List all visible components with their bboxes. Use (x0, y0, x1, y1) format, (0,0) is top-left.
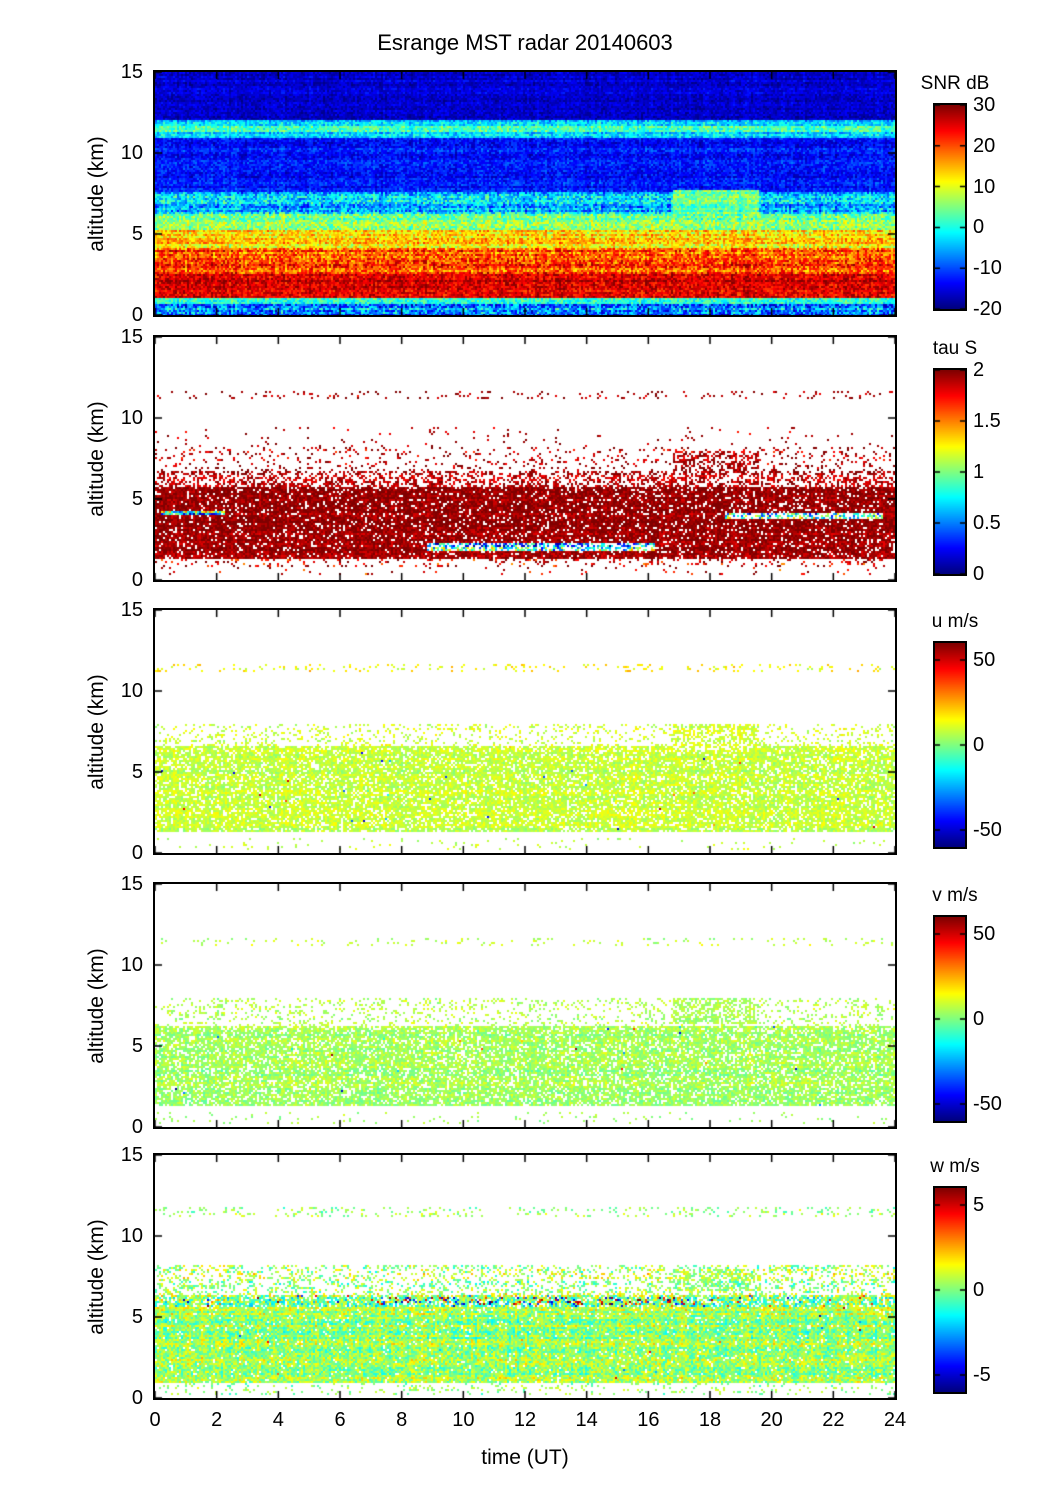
colorbar-gradient-snr (935, 105, 965, 309)
x-tick-label: 10 (452, 1409, 475, 1431)
colorbar-tick-label: -20 (973, 298, 1002, 320)
panel-v (153, 882, 897, 1129)
colorbar-w (933, 1186, 967, 1394)
colorbar-tick-label: 0 (973, 734, 985, 756)
colorbar-tick-label: 20 (973, 134, 996, 157)
colorbar-tick-label: 5 (973, 1194, 985, 1216)
panel-snr (153, 70, 897, 317)
colorbar-tick-label: 0 (973, 563, 985, 585)
y-tick-label: 15 (120, 599, 143, 621)
colorbar-title-tau: tau S (932, 338, 978, 359)
colorbar-title-u: u m/s (931, 611, 979, 632)
colorbar-v (933, 915, 967, 1123)
colorbar-title-w: w m/s (930, 1156, 980, 1177)
x-tick-label: 20 (760, 1409, 783, 1431)
x-tick-label: 2 (211, 1409, 223, 1431)
colorbar-tick-label: -50 (973, 1093, 1002, 1115)
colorbar-tick-label: 50 (973, 649, 996, 671)
y-tick-label: 15 (120, 873, 143, 895)
colorbar-tick-label: -10 (973, 257, 1002, 280)
colorbar-gradient-u (935, 643, 965, 847)
colorbar-tick-label: 2 (973, 359, 985, 381)
y-axis-label: altitude (km) (85, 400, 108, 517)
y-axis-label: altitude (km) (85, 673, 108, 790)
colorbar-snr (933, 103, 967, 311)
x-axis-label: time (UT) (481, 1446, 569, 1469)
y-axis-label: altitude (km) (85, 135, 108, 252)
colorbar-title-v: v m/s (932, 885, 978, 906)
x-tick-label: 14 (575, 1409, 598, 1431)
y-tick-label: 0 (131, 304, 143, 326)
colorbar-tick-label: 0.5 (973, 512, 1001, 534)
panel-w (153, 1153, 897, 1400)
heatmap-snr (155, 72, 895, 315)
y-tick-label: 10 (120, 142, 143, 164)
heatmap-tau (155, 337, 895, 580)
colorbar-gradient-v (935, 917, 965, 1121)
figure-title: Esrange MST radar 20140603 (377, 30, 673, 55)
colorbar-tick-label: 1.5 (973, 410, 1001, 432)
x-tick-label: 12 (513, 1409, 537, 1431)
y-tick-label: 15 (120, 61, 143, 83)
y-tick-label: 10 (120, 407, 143, 429)
y-tick-label: 15 (120, 326, 143, 348)
x-tick-label: 8 (396, 1409, 408, 1431)
colorbar-tick-label: 0 (973, 216, 985, 239)
y-tick-label: 0 (131, 569, 143, 591)
heatmap-u (155, 610, 895, 853)
colorbar-tick-label: 50 (973, 923, 996, 945)
colorbar-tick-label: 1 (973, 461, 985, 483)
x-tick-label: 18 (698, 1409, 722, 1431)
heatmap-w (155, 1155, 895, 1398)
colorbar-tick-label: -50 (973, 819, 1002, 841)
y-tick-label: 10 (120, 680, 143, 702)
y-tick-label: 5 (131, 1306, 143, 1328)
y-axis-label: altitude (km) (85, 947, 108, 1064)
x-tick-label: 4 (272, 1409, 284, 1431)
y-tick-label: 0 (131, 842, 143, 864)
x-tick-label: 16 (637, 1409, 660, 1431)
colorbar-u (933, 641, 967, 849)
y-tick-label: 10 (120, 1225, 143, 1247)
panel-tau (153, 335, 897, 582)
y-axis-label: altitude (km) (85, 1218, 108, 1335)
colorbar-title-snr: SNR dB (920, 73, 990, 94)
y-tick-label: 0 (131, 1116, 143, 1138)
colorbar-tick-label: -5 (973, 1364, 991, 1386)
y-tick-label: 5 (131, 1035, 143, 1057)
colorbar-tick-label: 30 (973, 94, 996, 116)
panel-u (153, 608, 897, 855)
colorbar-gradient-w (935, 1188, 965, 1392)
colorbar-gradient-tau (935, 370, 965, 574)
y-tick-label: 5 (131, 488, 143, 510)
y-tick-label: 0 (131, 1387, 143, 1409)
heatmap-v (155, 884, 895, 1127)
colorbar-tick-label: 0 (973, 1008, 985, 1030)
y-tick-label: 10 (120, 954, 143, 976)
x-tick-label: 6 (334, 1409, 346, 1431)
colorbar-tick-label: 0 (973, 1279, 985, 1301)
colorbar-tau (933, 368, 967, 576)
colorbar-tick-label: 10 (973, 175, 996, 198)
x-tick-label: 0 (149, 1409, 161, 1431)
x-tick-label: 24 (883, 1409, 907, 1431)
y-tick-label: 5 (131, 223, 143, 245)
x-tick-label: 22 (822, 1409, 845, 1431)
y-tick-label: 5 (131, 761, 143, 783)
y-tick-label: 15 (120, 1144, 143, 1166)
